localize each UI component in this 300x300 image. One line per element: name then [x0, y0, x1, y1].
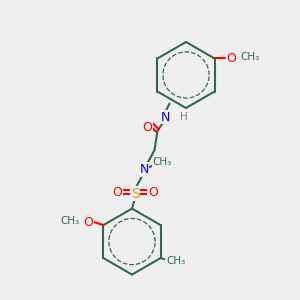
Text: CH₃: CH₃ — [152, 157, 172, 167]
Text: H: H — [180, 112, 188, 122]
Text: S: S — [130, 187, 140, 201]
Text: CH₃: CH₃ — [166, 256, 185, 266]
Text: N: N — [139, 163, 149, 176]
Text: O: O — [148, 186, 158, 199]
Text: O: O — [226, 52, 236, 65]
Text: O: O — [112, 186, 122, 199]
Text: O: O — [142, 121, 152, 134]
Text: O: O — [83, 216, 93, 229]
Text: N: N — [160, 111, 170, 124]
Text: CH₃: CH₃ — [60, 216, 80, 226]
Text: CH₃: CH₃ — [240, 52, 259, 62]
